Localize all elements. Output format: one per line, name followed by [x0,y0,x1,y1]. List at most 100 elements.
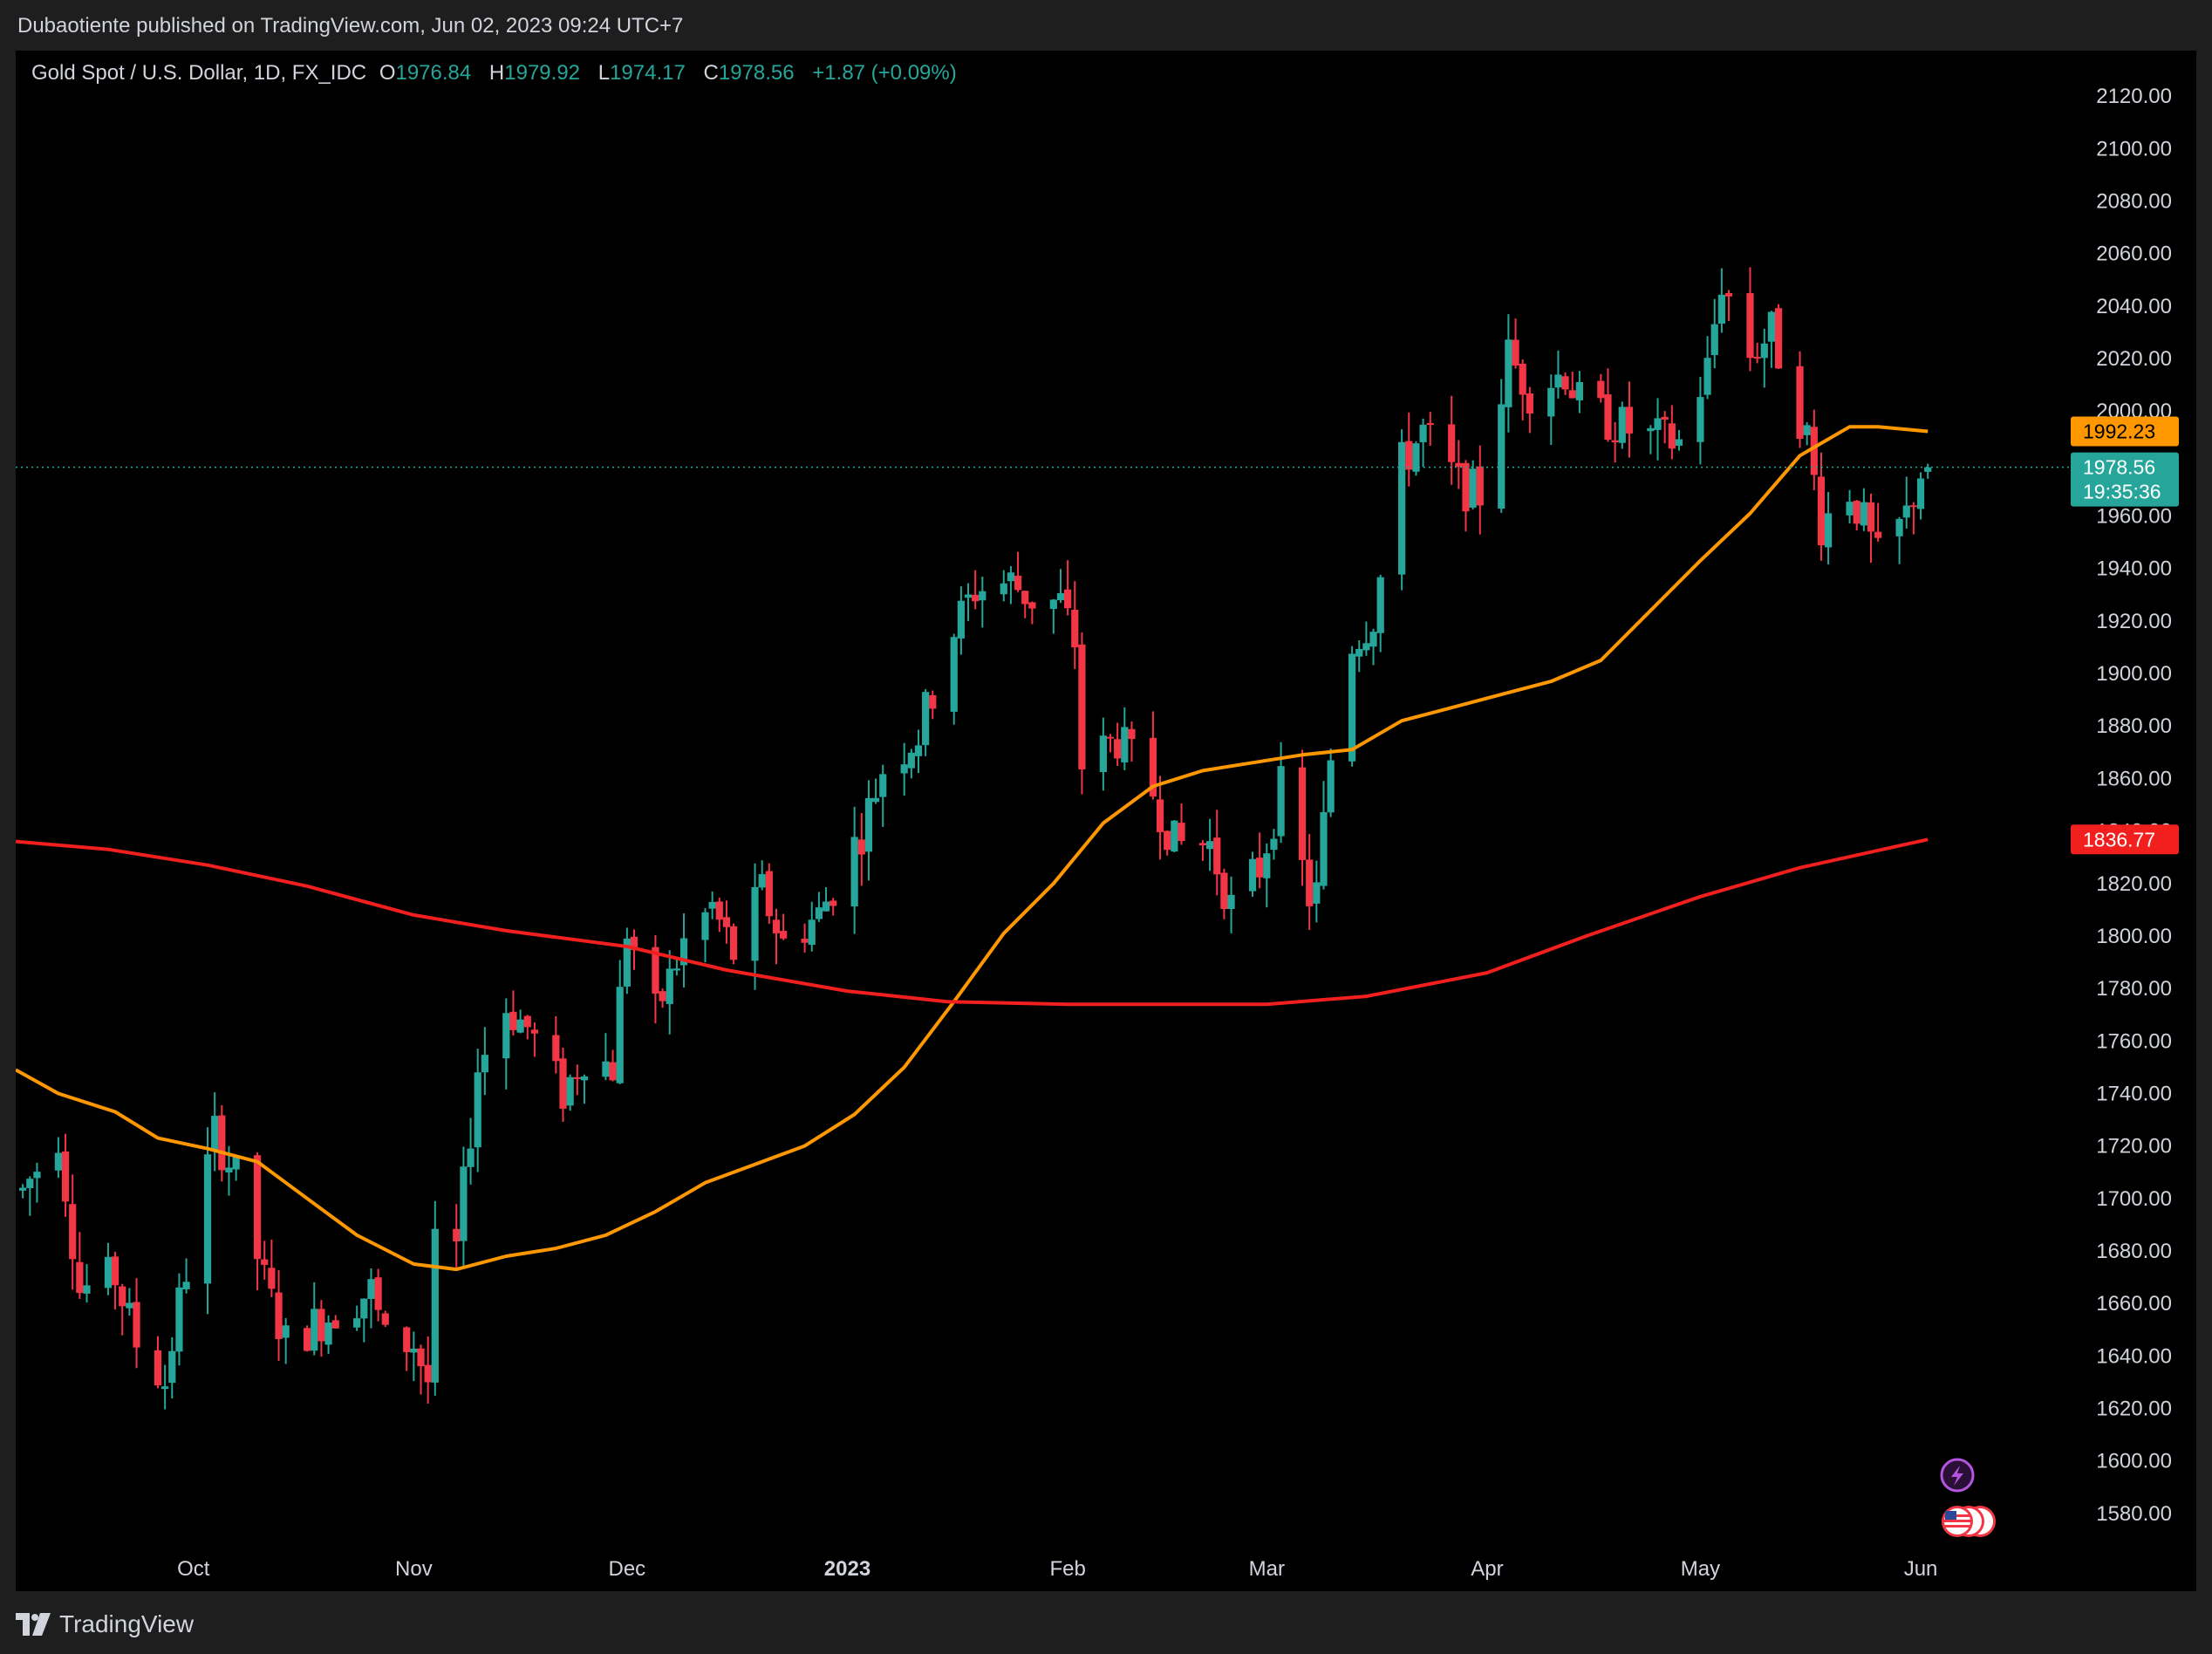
candle [1547,374,1555,445]
candle-body [715,901,723,920]
candle [317,1300,325,1357]
candle-body [972,594,980,602]
candle [1846,489,1854,524]
candle [1078,632,1086,795]
candle-body [1164,830,1171,851]
candle-body [26,1179,34,1189]
candle [552,1015,560,1074]
candle-body [481,1055,488,1073]
candle-body [1703,358,1711,395]
candle-body [1924,467,1932,472]
candle-body [1909,505,1918,508]
candle-body [1575,382,1583,400]
candle [1121,707,1129,770]
candle-body [168,1350,176,1384]
candle [972,570,980,610]
candle [1767,311,1776,368]
candle-body [1298,767,1307,860]
candle [523,1015,531,1040]
candle [1654,398,1662,461]
candle [559,1047,567,1122]
us-flag-event-icon[interactable] [1942,1506,1996,1537]
candle-body [509,1011,517,1030]
candle [701,907,709,963]
candle [126,1288,133,1316]
candle-body [324,1323,332,1345]
candle [1512,318,1519,369]
candle [566,1074,574,1111]
candle [353,1305,361,1331]
candle [871,778,880,804]
candle [275,1270,283,1362]
x-tick-label: Dec [609,1557,646,1581]
candle [808,901,816,952]
ma-orange-tag: 1992.23 [2083,420,2155,443]
candle [1924,463,1932,479]
candle [1647,425,1655,455]
candle-body [19,1187,27,1191]
candle [1156,776,1164,860]
candle-body [672,968,681,971]
candle [623,927,631,994]
candle [1164,830,1171,856]
candle [83,1264,91,1303]
y-tick-label: 2020.00 [2096,347,2172,371]
candle-body [161,1386,169,1390]
candle [1313,860,1321,923]
candle-body [1561,376,1569,390]
candle [1263,843,1271,908]
candle-body [474,1072,481,1148]
candle-body [1724,293,1733,297]
candle-body [374,1277,382,1310]
y-tick-label: 2100.00 [2096,137,2172,161]
y-tick-label: 1920.00 [2096,610,2172,633]
candle-body [1213,837,1221,875]
candle-body [1149,737,1157,797]
candle-body [765,871,773,917]
candle-body [317,1309,325,1342]
candle [1348,646,1356,767]
candle-body [758,874,766,888]
candle-body [1817,476,1826,546]
candle-body [1099,735,1107,772]
y-tick-label: 1760.00 [2096,1029,2172,1053]
candle [1248,851,1257,897]
candle-body [1277,766,1285,837]
x-axis[interactable]: Oct Nov Dec 2023 Feb Mar Apr May Jun [177,1557,1937,1581]
candle-body [1455,462,1463,468]
candle-body [54,1152,63,1171]
candle-body [559,1058,567,1109]
candle [1227,876,1235,933]
candle-body [857,839,865,855]
candle-body [623,938,631,987]
candle [1462,460,1470,532]
candle-body [1419,424,1427,442]
high-value: 1979.92 [504,61,581,85]
candle [1874,502,1882,542]
y-axis[interactable]: 1580.00 1600.00 1620.00 1640.00 1660.00 1680.… [2096,85,2172,1526]
candle-body [453,1228,461,1242]
candle [1568,371,1576,399]
lightning-event-icon[interactable] [1940,1458,1975,1493]
candle [1405,412,1413,487]
candle-body [1710,324,1718,355]
candle-body [1263,853,1271,878]
chart-area[interactable]: 1580.00 1600.00 1620.00 1640.00 1660.00 1680.… [16,51,2196,1591]
candle [474,1049,481,1172]
candle-body [1348,653,1356,762]
candle-body [1405,441,1413,470]
candle-body [957,600,965,639]
candle-body [630,936,638,951]
candle [481,1027,488,1096]
candle [360,1298,368,1343]
candle-body [1902,505,1910,518]
close-key: C [703,61,719,85]
tradingview-logo[interactable]: TradingView [16,1610,194,1638]
y-tick-label: 1740.00 [2096,1082,2172,1105]
price-chart[interactable]: 1580.00 1600.00 1620.00 1640.00 1660.00 1680.… [16,51,2196,1591]
candle-body [652,947,659,994]
candle-body [381,1313,389,1325]
x-tick-label: Jun [1904,1557,1938,1581]
candle [929,690,937,720]
candle [268,1239,276,1297]
